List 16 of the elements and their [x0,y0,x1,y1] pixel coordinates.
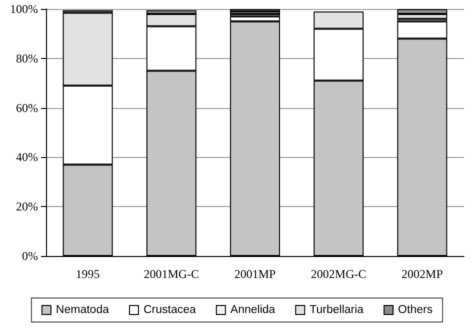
x-tick-label: 2001MG-C [144,267,200,281]
y-tick-label: 80% [16,51,38,66]
legend-label: Annelida [230,304,276,316]
legend-label: Nematoda [56,304,110,316]
x-tick-label: 1995 [76,267,100,281]
y-tick-label: 40% [16,150,38,164]
x-tick-label: 2002MP [402,267,444,281]
y-tick-label: 0% [22,249,38,263]
y-tick-label: 60% [16,100,38,115]
y-tick-label: 100% [10,2,38,16]
y-tick-label: 20% [16,200,38,214]
legend-label: Turbellaria [310,304,364,316]
x-tick-label: 2001MP [234,267,276,281]
x-tick-label: 2002MG-C [310,267,366,281]
legend-label: Crustacea [143,304,197,316]
legend-label: Others [398,304,433,316]
